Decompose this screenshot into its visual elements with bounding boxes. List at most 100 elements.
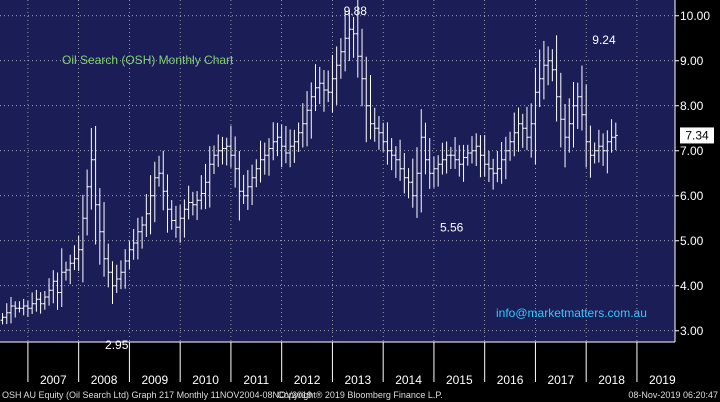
annotation-label: 5.56 [440, 221, 464, 235]
ohlc-bar [343, 10, 348, 72]
ohlc-bar [406, 168, 411, 199]
ohlc-bar [326, 70, 331, 103]
ohlc-bar [427, 138, 432, 189]
ohlc-bar [72, 245, 77, 271]
x-axis: 2007 2008 2009 2010 2011 2012 2013 2014 2015 2016… [0, 341, 676, 387]
x-tick-label: 2015 [446, 373, 473, 387]
ohlc-bar [110, 261, 115, 304]
ohlc-bar [309, 82, 314, 139]
x-tick-label: 2012 [294, 373, 321, 387]
ohlc-bars [0, 0, 618, 325]
y-tick-label: 5.00 [680, 234, 704, 248]
ohlc-bar [85, 169, 90, 236]
ohlc-bar [478, 135, 483, 178]
ohlc-bar [313, 64, 318, 112]
footer-center: Copyright® 2019 Bloomberg Finance L.P. [277, 390, 443, 400]
ohlc-bar [592, 142, 597, 164]
ohlc-bar [457, 145, 462, 177]
ohlc-bar [444, 141, 449, 174]
ohlc-bar [38, 292, 43, 314]
ohlc-bar [0, 313, 5, 325]
ohlc-bar [288, 129, 293, 168]
ohlc-bar [554, 35, 559, 122]
contact-email[interactable]: info@marketmatters.com.au [496, 306, 647, 320]
chart-title: Oil Search (OSH) Monthly Chart [62, 53, 234, 67]
ohlc-bar [338, 38, 343, 79]
ohlc-bar [355, 0, 360, 78]
ohlc-bar [499, 142, 504, 184]
ohlc-bar [275, 122, 280, 157]
ohlc-bar [173, 205, 178, 238]
ohlc-bar [330, 54, 335, 113]
ohlc-bar [178, 205, 183, 243]
footer-left: OSH AU Equity (Oil Search Ltd) Graph 217… [2, 390, 312, 400]
ohlc-bar [144, 194, 149, 237]
ohlc-bar [148, 175, 153, 235]
annotations: 9.88 9.24 5.56 2.95 [105, 4, 616, 352]
ohlc-bar [541, 40, 546, 100]
x-tick-label: 2016 [497, 373, 524, 387]
ohlc-bar [613, 122, 618, 151]
ohlc-bar [266, 138, 271, 176]
ohlc-bar [381, 122, 386, 152]
footer-right: 08-Nov-2019 06:20:47 [628, 390, 718, 400]
y-tick-label: 6.00 [680, 189, 704, 203]
ohlc-bar [588, 125, 593, 178]
last-value-text: 7.34 [685, 128, 709, 142]
ohlc-bar [245, 170, 250, 210]
ohlc-bar [419, 109, 424, 213]
x-tick-label: 2013 [344, 373, 371, 387]
ohlc-bar [533, 67, 538, 165]
x-tick-label: 2008 [91, 373, 118, 387]
last-value-box [680, 127, 714, 144]
x-tick-label: 2009 [141, 373, 168, 387]
ohlc-bar [550, 49, 555, 82]
ohlc-bar [68, 254, 73, 285]
ohlc-bar [393, 146, 398, 178]
ohlc-bar [537, 49, 542, 108]
ohlc-bar [465, 144, 470, 166]
ohlc-bar [601, 133, 606, 166]
ohlc-bar [372, 107, 377, 142]
ohlc-bar [25, 300, 30, 317]
ohlc-bar [17, 301, 22, 313]
ohlc-bar [376, 116, 381, 150]
ohlc-bar [385, 122, 390, 165]
ohlc-bar [482, 135, 487, 177]
ohlc-bar [402, 153, 407, 194]
ohlc-bar [216, 134, 221, 167]
y-tick-label: 4.00 [680, 279, 704, 293]
annotation-label: 9.88 [344, 4, 368, 18]
ohlc-bar [13, 301, 18, 318]
y-tick-label: 10.00 [680, 9, 710, 23]
ohlc-bar [529, 103, 534, 158]
ohlc-bar [410, 158, 415, 208]
ohlc-bar [118, 260, 123, 290]
y-axis: 3.00 4.00 5.00 6.00 7.00 8.00 9.00 10.00 [674, 0, 710, 342]
ohlc-bar [469, 136, 474, 164]
ohlc-bar [34, 289, 39, 312]
ohlc-bar [368, 75, 373, 140]
ohlc-bar [131, 228, 136, 260]
ohlc-bar [448, 146, 453, 170]
annotation-label: 9.24 [592, 33, 616, 47]
ohlc-bar [254, 159, 259, 188]
ohlc-bar [199, 175, 204, 210]
ohlc-bar [495, 151, 500, 183]
ohlc-bar [571, 81, 576, 148]
ohlc-bar [190, 191, 195, 216]
ohlc-bar [76, 235, 81, 271]
ohlc-bar [21, 298, 26, 316]
ohlc-bar [207, 146, 212, 208]
ohlc-bar [106, 243, 111, 288]
y-tick-label: 8.00 [680, 99, 704, 113]
annotation-label: 2.95 [105, 338, 129, 352]
ohlc-bar [486, 150, 491, 183]
ohlc-bar [89, 127, 94, 210]
ohlc-bar [8, 297, 13, 324]
ohlc-bar [398, 139, 403, 181]
ohlc-bar [135, 217, 140, 260]
ohlc-bar [279, 124, 284, 168]
ohlc-bar [283, 126, 288, 164]
ohlc-bar [300, 103, 305, 148]
